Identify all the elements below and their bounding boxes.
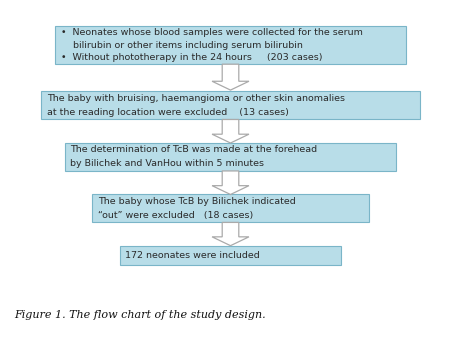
Text: The baby whose TcB by Bilichek indicated: The baby whose TcB by Bilichek indicated xyxy=(98,197,296,206)
Text: The determination of TcB was made at the forehead: The determination of TcB was made at the… xyxy=(70,145,317,154)
Polygon shape xyxy=(212,119,249,143)
Polygon shape xyxy=(212,222,249,246)
Text: bilirubin or other items including serum bilirubin: bilirubin or other items including serum… xyxy=(61,41,303,50)
Text: •  Neonates whose blood samples were collected for the serum: • Neonates whose blood samples were coll… xyxy=(61,28,363,37)
Text: Figure 1. The flow chart of the study design.: Figure 1. The flow chart of the study de… xyxy=(14,310,266,320)
FancyBboxPatch shape xyxy=(120,246,341,265)
FancyBboxPatch shape xyxy=(55,26,406,64)
Polygon shape xyxy=(212,64,249,90)
Text: The baby with bruising, haemangioma or other skin anomalies: The baby with bruising, haemangioma or o… xyxy=(47,94,345,103)
Text: “out” were excluded   (18 cases): “out” were excluded (18 cases) xyxy=(98,211,253,220)
Text: by Bilichek and VanHou within 5 minutes: by Bilichek and VanHou within 5 minutes xyxy=(70,159,264,168)
Text: 172 neonates were included: 172 neonates were included xyxy=(125,251,260,260)
FancyBboxPatch shape xyxy=(65,143,396,171)
Text: at the reading location were excluded    (13 cases): at the reading location were excluded (1… xyxy=(47,108,289,117)
FancyBboxPatch shape xyxy=(92,194,369,222)
Text: •  Without phototherapy in the 24 hours     (203 cases): • Without phototherapy in the 24 hours (… xyxy=(61,53,322,62)
Polygon shape xyxy=(212,171,249,195)
FancyBboxPatch shape xyxy=(41,91,420,119)
